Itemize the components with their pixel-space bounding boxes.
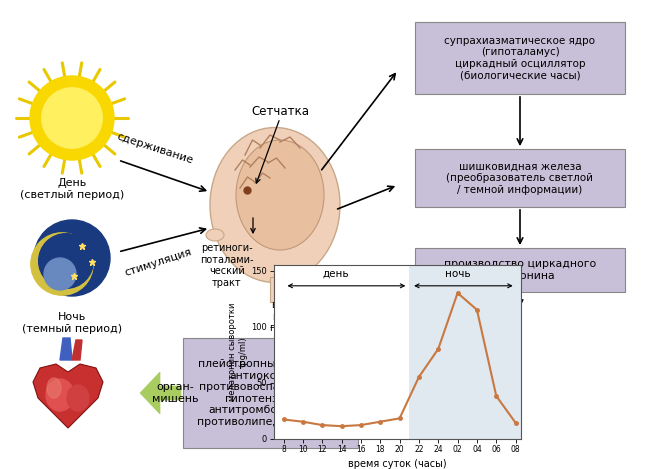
- FancyBboxPatch shape: [415, 248, 625, 292]
- Text: День
(светлый период): День (светлый период): [20, 178, 124, 200]
- Text: стимуляция: стимуляция: [123, 247, 193, 278]
- Circle shape: [31, 233, 93, 295]
- FancyBboxPatch shape: [415, 22, 625, 94]
- Circle shape: [30, 76, 114, 160]
- Polygon shape: [33, 364, 103, 428]
- Text: шишковидная железа
(преобразователь светлой
/ темной информации): шишковидная железа (преобразователь свет…: [447, 161, 593, 195]
- Text: сдерживание: сдерживание: [115, 132, 195, 166]
- Text: орган-
мишень: орган- мишень: [152, 382, 198, 404]
- Ellipse shape: [67, 385, 89, 411]
- Ellipse shape: [236, 140, 324, 250]
- Polygon shape: [270, 277, 290, 302]
- FancyBboxPatch shape: [183, 338, 358, 448]
- Text: производство циркадного
мелатонина: производство циркадного мелатонина: [444, 259, 596, 281]
- Ellipse shape: [47, 378, 61, 398]
- Ellipse shape: [206, 229, 224, 241]
- Ellipse shape: [46, 379, 74, 411]
- Polygon shape: [72, 340, 82, 360]
- Ellipse shape: [210, 128, 340, 282]
- Text: верхний
шейный
ганглион: верхний шейный ганглион: [269, 300, 317, 333]
- Bar: [409, 265, 521, 439]
- Polygon shape: [347, 372, 379, 414]
- Y-axis label: мелатонин сыворотки
(pg/ml): мелатонин сыворотки (pg/ml): [228, 303, 247, 401]
- Circle shape: [39, 234, 93, 288]
- Text: плейотропные эффекты:
антиоксидант
противовоспалительное
гипотензивный
антитромб: плейотропные эффекты: антиоксидант проти…: [197, 359, 343, 427]
- Text: Сетчатка: Сетчатка: [251, 105, 309, 118]
- Text: ретиноги-
поталами-
ческий
тракт: ретиноги- поталами- ческий тракт: [200, 243, 253, 288]
- Circle shape: [44, 258, 76, 290]
- Polygon shape: [140, 372, 181, 414]
- FancyBboxPatch shape: [349, 377, 421, 409]
- Circle shape: [42, 88, 102, 148]
- Polygon shape: [60, 338, 72, 360]
- Text: ночь: ночь: [445, 269, 471, 279]
- X-axis label: время суток (часы): время суток (часы): [348, 459, 447, 469]
- Text: мелатонин: мелатонин: [351, 386, 419, 400]
- Text: супрахиазматическое ядро
(гипоталамус)
циркадный осциллятор
(биологические часы): супрахиазматическое ядро (гипоталамус) ц…: [444, 36, 595, 80]
- FancyBboxPatch shape: [415, 149, 625, 207]
- Circle shape: [34, 220, 110, 296]
- Text: день: день: [323, 269, 349, 279]
- Text: Ночь
(темный период): Ночь (темный период): [22, 312, 122, 333]
